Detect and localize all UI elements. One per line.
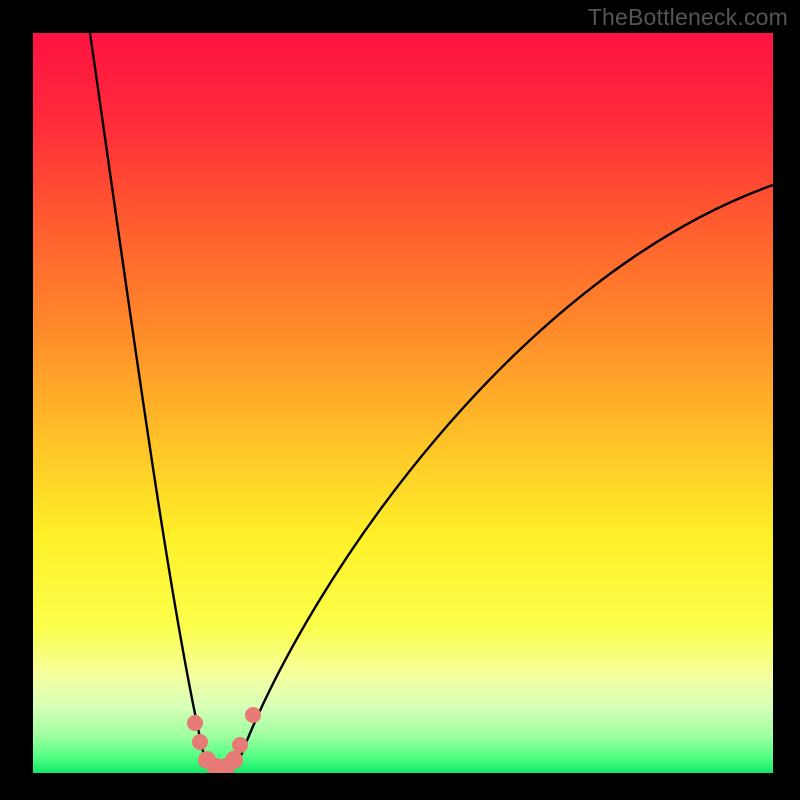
curve-marker (225, 751, 243, 769)
watermark-text: TheBottleneck.com (588, 4, 788, 31)
chart-stage: TheBottleneck.com (0, 0, 800, 800)
curve-marker (192, 734, 208, 750)
curve-marker (245, 707, 261, 723)
bottleneck-chart (0, 0, 800, 800)
curve-marker (232, 737, 248, 753)
curve-marker (187, 715, 203, 731)
